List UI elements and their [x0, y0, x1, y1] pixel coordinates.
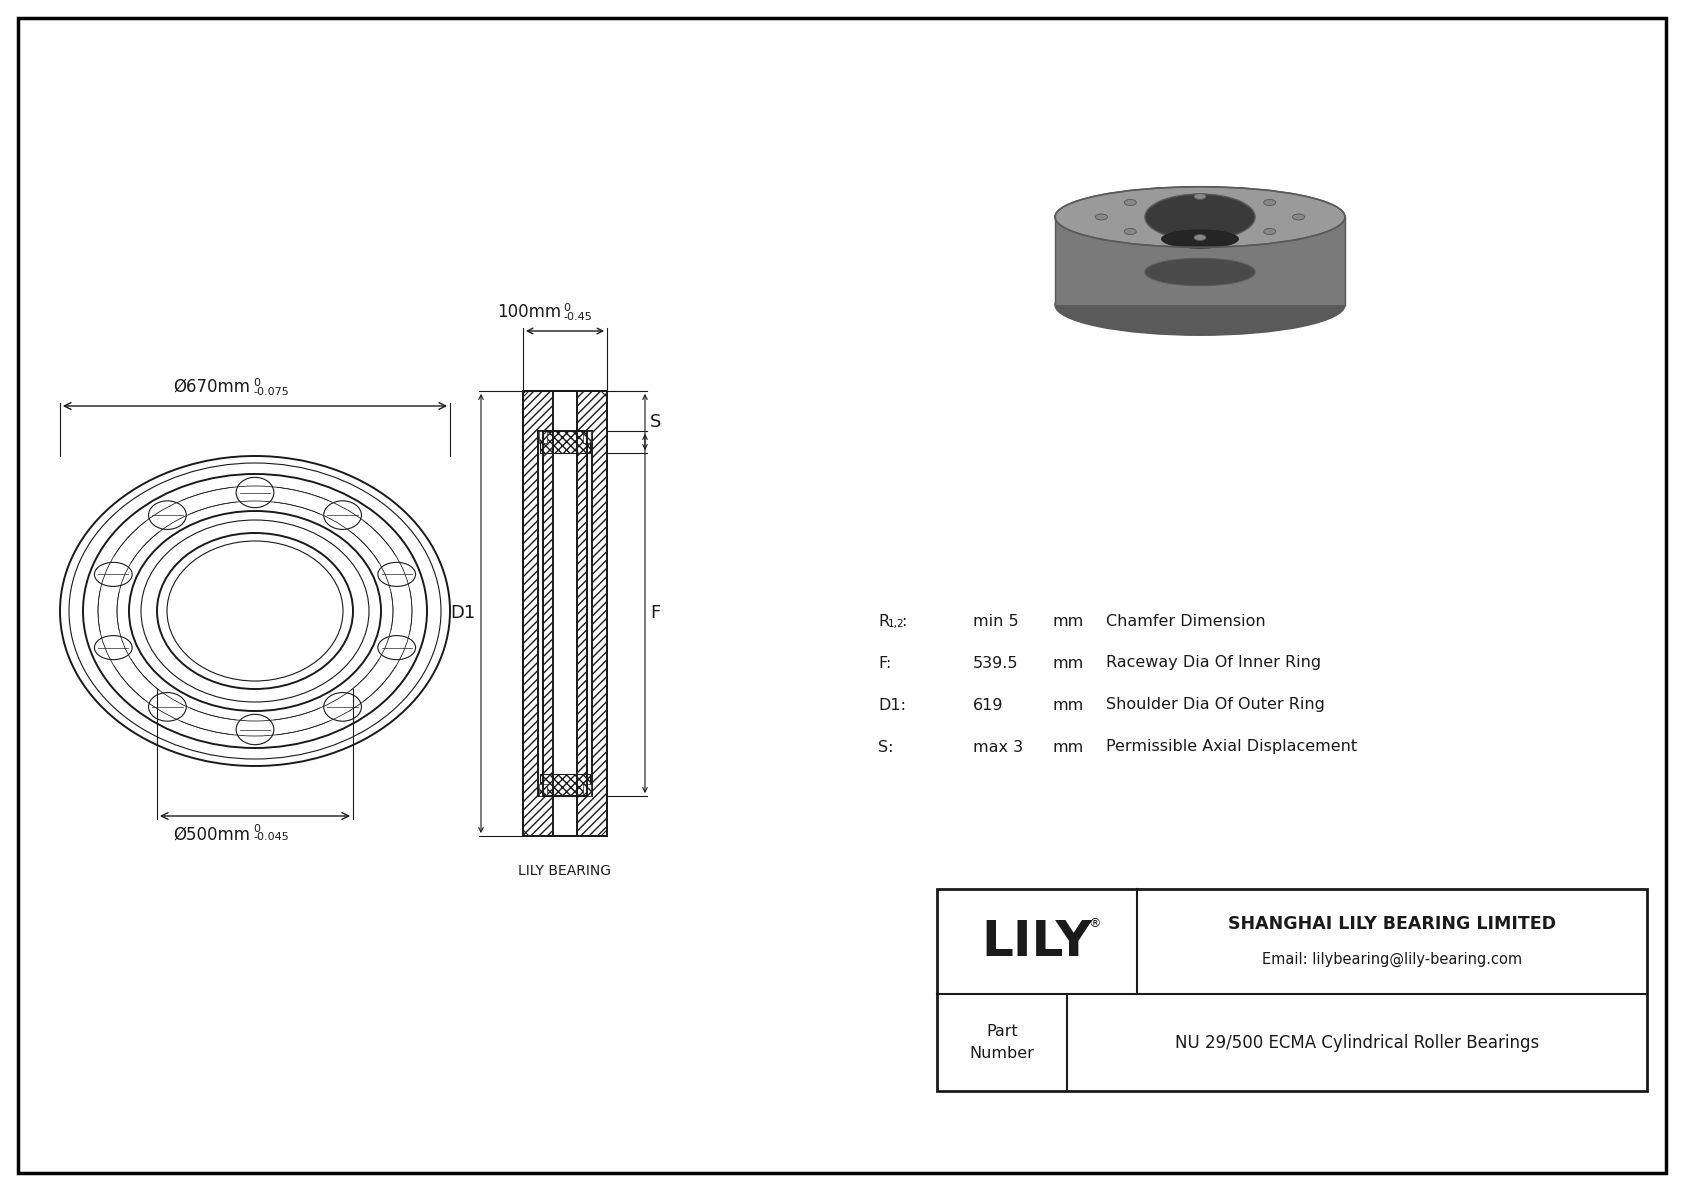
Text: 0: 0	[253, 824, 259, 834]
Bar	[542, 431, 588, 796]
Text: Ø670mm: Ø670mm	[173, 378, 249, 395]
Ellipse shape	[1263, 199, 1276, 206]
Ellipse shape	[1125, 229, 1137, 235]
Text: D1:: D1:	[877, 698, 906, 712]
Text: Permissible Axial Displacement: Permissible Axial Displacement	[1106, 740, 1357, 755]
Text: 619: 619	[973, 698, 1004, 712]
Ellipse shape	[1194, 193, 1206, 199]
Text: 1,2: 1,2	[887, 619, 904, 629]
Text: -0.45: -0.45	[562, 312, 591, 322]
Bar	[524, 391, 606, 836]
Ellipse shape	[1162, 230, 1238, 248]
Text: mm: mm	[1052, 698, 1084, 712]
Bar	[541, 774, 589, 796]
Text: LILY BEARING: LILY BEARING	[519, 863, 611, 878]
Text: min 5: min 5	[973, 613, 1019, 629]
Ellipse shape	[1145, 194, 1255, 241]
Ellipse shape	[1293, 214, 1305, 220]
Text: F: F	[650, 605, 660, 623]
Text: 0: 0	[562, 303, 569, 313]
Text: F:: F:	[877, 655, 891, 671]
Ellipse shape	[1194, 235, 1206, 241]
Text: Shoulder Dia Of Outer Ring: Shoulder Dia Of Outer Ring	[1106, 698, 1325, 712]
Text: D1: D1	[451, 605, 477, 623]
Bar	[537, 431, 593, 796]
Text: Email: lilybearing@lily-bearing.com: Email: lilybearing@lily-bearing.com	[1261, 952, 1522, 967]
Ellipse shape	[1125, 199, 1137, 206]
Text: Part
Number: Part Number	[970, 1024, 1034, 1060]
Text: LILY: LILY	[982, 917, 1093, 966]
Text: Chamfer Dimension: Chamfer Dimension	[1106, 613, 1266, 629]
Text: S: S	[650, 413, 662, 431]
Text: mm: mm	[1052, 655, 1084, 671]
Bar	[524, 391, 606, 836]
Text: NU 29/500 ECMA Cylindrical Roller Bearings: NU 29/500 ECMA Cylindrical Roller Bearin…	[1175, 1034, 1539, 1052]
Text: -0.045: -0.045	[253, 833, 288, 842]
Ellipse shape	[1263, 229, 1276, 235]
Ellipse shape	[1095, 214, 1108, 220]
Text: Raceway Dia Of Inner Ring: Raceway Dia Of Inner Ring	[1106, 655, 1322, 671]
Text: 539.5: 539.5	[973, 655, 1019, 671]
Bar	[539, 431, 547, 443]
Text: Ø500mm: Ø500mm	[173, 827, 249, 844]
Text: R: R	[877, 613, 889, 629]
Text: mm: mm	[1052, 740, 1084, 755]
Bar	[542, 431, 588, 796]
Text: -0.075: -0.075	[253, 387, 288, 397]
Text: 100mm: 100mm	[497, 303, 561, 322]
Bar	[539, 784, 547, 796]
Bar	[583, 784, 591, 796]
Text: :: :	[901, 613, 906, 629]
Ellipse shape	[1145, 258, 1255, 286]
Polygon shape	[1054, 217, 1346, 305]
Text: max 3: max 3	[973, 740, 1024, 755]
Ellipse shape	[1054, 275, 1346, 335]
Text: S:: S:	[877, 740, 894, 755]
Text: R₁: R₁	[589, 413, 603, 426]
Text: ®: ®	[1088, 917, 1100, 930]
Text: 0: 0	[253, 378, 259, 388]
Bar	[552, 391, 578, 836]
Bar	[583, 431, 591, 443]
Text: SHANGHAI LILY BEARING LIMITED: SHANGHAI LILY BEARING LIMITED	[1228, 915, 1556, 933]
Bar	[541, 431, 589, 453]
Ellipse shape	[1054, 187, 1346, 248]
Text: R₂: R₂	[576, 401, 588, 414]
Text: mm: mm	[1052, 613, 1084, 629]
Bar	[936, 888, 1647, 1091]
